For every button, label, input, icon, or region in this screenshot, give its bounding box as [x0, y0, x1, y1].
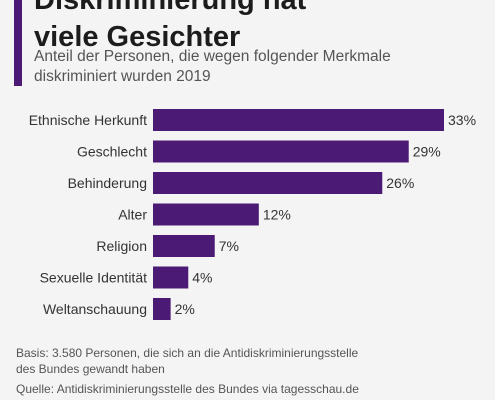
bar-chart: Ethnische Herkunft 33% Geschlecht 29% Behind…	[29, 109, 476, 320]
bar-alter	[153, 203, 259, 226]
footnote-basis-line-1: Basis: 3.580 Personen, die sich an die A…	[16, 346, 359, 360]
footnote-source: Quelle: Antidiskriminierungsstelle des B…	[16, 382, 359, 396]
value-label-behinderung: 26%	[386, 175, 414, 191]
chart-title-line-1: Diskriminierung hat	[34, 0, 307, 16]
footnote-basis-line-2: des Bundes gewandt haben	[16, 362, 165, 376]
bar-sexuelle-identität	[153, 266, 189, 289]
footnote: Basis: 3.580 Personen, die sich an die A…	[16, 345, 359, 397]
accent-bar	[14, 0, 22, 86]
category-label-alter: Alter	[118, 207, 147, 223]
bar-weltanschauung	[153, 298, 171, 320]
value-label-religion: 7%	[219, 238, 239, 254]
chart-subtitle-line-1: Anteil der Personen, die wegen folgender…	[34, 48, 391, 65]
chart-subtitle-line-2: diskriminiert wurden 2019	[34, 68, 211, 85]
category-label-geschlecht: Geschlecht	[77, 144, 147, 160]
category-label-ethnische-herkunft: Ethnische Herkunft	[29, 112, 147, 128]
category-label-weltanschauung: Weltanschauung	[43, 301, 147, 317]
bar-behinderung	[153, 172, 383, 194]
category-label-religion: Religion	[96, 238, 147, 254]
value-label-geschlecht: 29%	[413, 144, 441, 160]
value-label-ethnische-herkunft: 33%	[448, 112, 476, 128]
value-label-sexuelle-identität: 4%	[192, 270, 212, 286]
chart-subtitle: Anteil der Personen, die wegen folgender…	[34, 47, 484, 87]
bar-geschlecht	[153, 140, 409, 163]
chart-title: Diskriminierung hat viele Gesichter	[34, 0, 306, 56]
chart-title-line-2: viele Gesichter	[34, 21, 241, 53]
value-label-alter: 12%	[263, 207, 291, 223]
category-label-behinderung: Behinderung	[68, 175, 147, 191]
category-label-sexuelle-identität: Sexuelle Identität	[40, 270, 148, 286]
bar-ethnische-herkunft	[153, 109, 444, 131]
value-label-weltanschauung: 2%	[175, 301, 195, 317]
bar-religion	[153, 235, 215, 257]
